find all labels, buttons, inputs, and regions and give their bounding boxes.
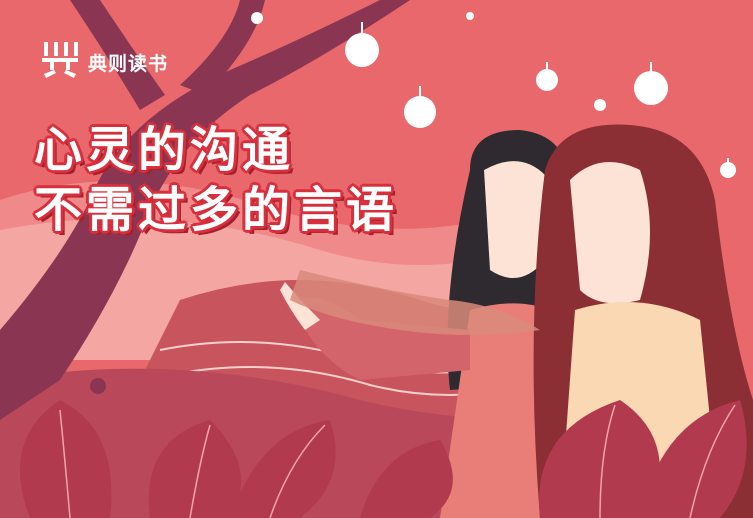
brand-header: 典则读书	[40, 40, 168, 84]
tree-branch	[70, 0, 165, 110]
tree-branch	[180, 0, 265, 95]
girl-face	[484, 161, 545, 278]
headline-line-2: 不需过多的言语	[34, 182, 399, 238]
girl-two-face	[570, 162, 650, 304]
tree-knot	[90, 378, 106, 394]
hanging-fruits	[251, 12, 736, 178]
leaf-veins	[59, 404, 736, 518]
flowing-hair	[290, 270, 540, 335]
pointing-hand	[280, 282, 320, 330]
foreground-leaves	[20, 400, 747, 518]
headline-line-1: 心灵的沟通	[34, 122, 295, 178]
headline: 心灵的沟通 不需过多的言语	[34, 122, 398, 238]
brand-name: 典则读书	[88, 52, 169, 75]
book-logo-icon	[42, 42, 78, 78]
